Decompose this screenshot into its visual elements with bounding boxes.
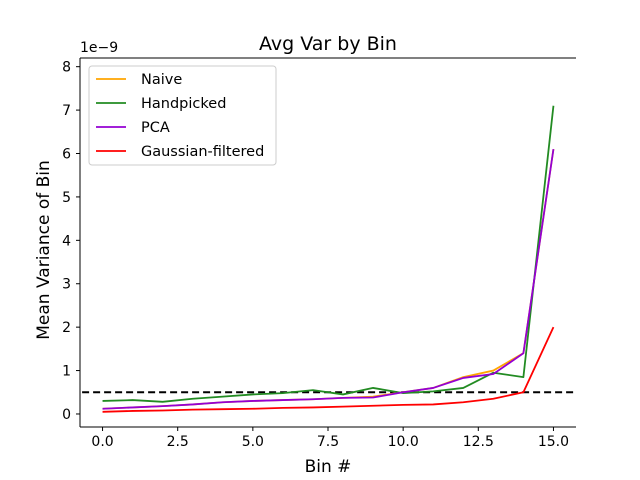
x-tick-label: 7.5 bbox=[317, 434, 339, 450]
y-tick-label: 1 bbox=[62, 364, 71, 380]
x-tick-label: 15.0 bbox=[538, 434, 569, 450]
x-ticks: 0.0 2.5 5.0 7.5 10.0 12.5 15.0 bbox=[91, 427, 569, 450]
y-ticks: 0 1 2 3 4 5 6 7 8 bbox=[62, 60, 80, 423]
series-line-gaussian-filtered bbox=[102, 326, 555, 413]
y-tick-label: 2 bbox=[62, 320, 71, 336]
series-line-pca bbox=[102, 149, 555, 410]
legend: Naive Handpicked PCA Gaussian-filtered bbox=[88, 65, 277, 166]
y-tick-label: 3 bbox=[62, 277, 71, 293]
y-tick-label: 8 bbox=[62, 60, 71, 76]
plot-lines bbox=[82, 105, 574, 413]
x-tick-label: 5.0 bbox=[242, 434, 264, 450]
legend-label: Gaussian-filtered bbox=[141, 144, 264, 160]
legend-label: Handpicked bbox=[141, 96, 226, 112]
y-axis-label: Mean Variance of Bin bbox=[34, 160, 54, 340]
x-axis-label: Bin # bbox=[305, 457, 352, 477]
y-tick-label: 7 bbox=[62, 103, 71, 119]
y-tick-label: 5 bbox=[62, 190, 71, 206]
x-tick-label: 10.0 bbox=[388, 434, 419, 450]
x-tick-label: 2.5 bbox=[167, 434, 189, 450]
x-tick-label: 12.5 bbox=[463, 434, 494, 450]
x-tick-label: 0.0 bbox=[91, 434, 113, 450]
y-tick-label: 0 bbox=[62, 407, 71, 423]
y-tick-label: 6 bbox=[62, 147, 71, 163]
legend-label: Naive bbox=[141, 72, 182, 88]
y-offset-label: 1e−9 bbox=[80, 40, 118, 56]
y-tick-label: 4 bbox=[62, 233, 71, 249]
series-line-handpicked bbox=[102, 105, 555, 403]
legend-label: PCA bbox=[141, 120, 170, 136]
legend-box bbox=[88, 65, 277, 166]
chart-title: Avg Var by Bin bbox=[259, 33, 397, 55]
